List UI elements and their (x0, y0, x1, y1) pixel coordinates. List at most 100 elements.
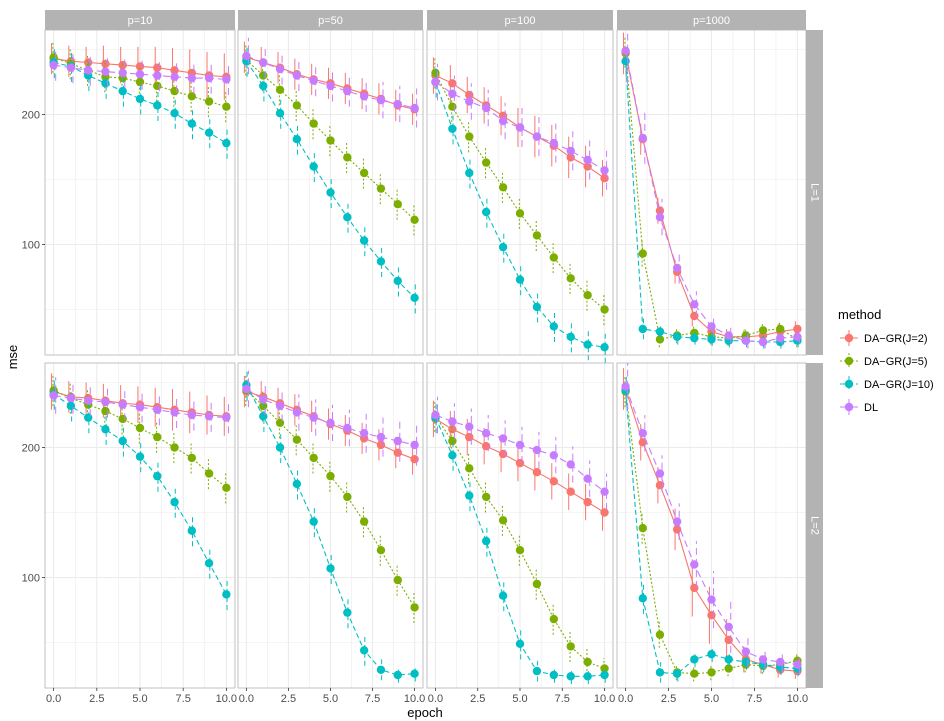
facet-label-column: p=1000 (693, 15, 730, 27)
data-point (566, 332, 575, 341)
data-point (498, 242, 508, 252)
y-tick-label: 100 (22, 573, 40, 585)
panel-series-p=1000-L=1 (621, 17, 802, 349)
data-point (549, 670, 559, 680)
panel-p=50-L=2 (237, 362, 424, 689)
facet-label-column: p=50 (318, 15, 343, 27)
data-point (481, 492, 491, 502)
data-point (707, 611, 716, 620)
data-point (515, 209, 525, 218)
data-point (135, 62, 145, 71)
data-point (690, 560, 699, 569)
data-point (600, 343, 609, 352)
data-point (359, 429, 369, 438)
x-tick-label: 0.0 (618, 693, 633, 705)
data-point (259, 58, 268, 67)
data-point (393, 670, 402, 680)
data-point (707, 668, 716, 677)
data-point (326, 136, 335, 145)
data-point (204, 469, 214, 478)
series-line (625, 390, 798, 675)
legend-item: DL (840, 399, 878, 415)
data-point (655, 335, 665, 344)
data-point (153, 63, 162, 72)
data-point (741, 647, 751, 656)
x-tick-label: 10.0 (787, 693, 808, 705)
data-point (153, 71, 162, 80)
legend-title: method (838, 307, 881, 322)
data-point (566, 487, 575, 496)
data-point (566, 642, 575, 651)
data-point (638, 249, 647, 258)
facet-strip-column (238, 10, 423, 30)
data-point (153, 101, 162, 110)
data-point (343, 423, 352, 433)
panel-series-p=100-L=2 (431, 396, 609, 685)
data-point (532, 231, 542, 240)
data-point (465, 491, 474, 500)
series-line (53, 389, 227, 489)
data-point (724, 635, 733, 645)
data-point (655, 213, 665, 222)
data-point (410, 455, 419, 464)
panel-p=1000-L=1 (616, 29, 807, 356)
data-point (153, 81, 162, 91)
x-tick-label: 0.0 (46, 693, 61, 705)
y-tick-label: 100 (22, 240, 40, 252)
facet-strip-column (427, 10, 613, 30)
data-point (498, 591, 508, 600)
data-point (309, 76, 318, 85)
data-point (259, 81, 268, 91)
data-point (410, 440, 419, 450)
data-point (515, 458, 525, 468)
data-point (481, 158, 491, 167)
data-point (275, 109, 285, 118)
data-point (359, 646, 369, 655)
x-tick-label: 0.0 (239, 693, 254, 705)
x-tick-label: 7.5 (555, 693, 570, 705)
panel-p=100-L=2 (426, 362, 614, 689)
series-DA−GR(J=5) (431, 57, 609, 326)
data-point (690, 669, 699, 678)
data-point (532, 468, 542, 477)
data-point (187, 410, 197, 420)
data-point (275, 418, 285, 427)
data-point (393, 276, 402, 286)
data-point (655, 327, 665, 336)
data-point (481, 429, 491, 438)
data-point (672, 525, 682, 534)
data-point (600, 664, 609, 673)
data-point (621, 382, 630, 391)
data-point (583, 291, 592, 300)
data-point (393, 99, 402, 109)
facet-label-column: p=100 (505, 15, 536, 27)
data-point (118, 414, 127, 424)
data-point (583, 474, 592, 483)
data-point (638, 594, 647, 603)
data-point (583, 497, 592, 507)
data-point (187, 453, 197, 463)
data-point (498, 183, 508, 192)
data-point (690, 300, 699, 309)
data-point (498, 116, 508, 126)
data-point (376, 184, 386, 193)
data-point (724, 622, 733, 632)
data-point (672, 517, 682, 526)
facet-strip-row (806, 363, 823, 688)
data-point (309, 517, 318, 526)
legend-label: DA−GR(J=10) (864, 379, 934, 391)
series-DL (431, 63, 609, 190)
x-tick-label: 5.0 (512, 693, 527, 705)
panel-p=1000-L=2 (616, 362, 807, 689)
data-point (359, 236, 369, 245)
x-tick-label: 10.0 (404, 693, 425, 705)
data-point (242, 51, 251, 61)
series-DA−GR(J=10) (242, 45, 419, 314)
data-point (135, 452, 145, 461)
data-point (393, 448, 402, 457)
x-tick-label: 7.5 (176, 693, 191, 705)
facet-label-row: L=2 (809, 516, 821, 535)
data-point (600, 487, 609, 496)
x-tick-label: 0.0 (428, 693, 443, 705)
